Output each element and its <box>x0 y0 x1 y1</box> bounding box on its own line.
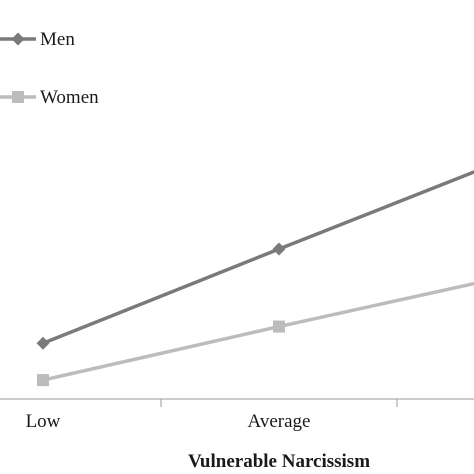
series-lines <box>36 170 474 387</box>
legend-item-men: Men <box>0 29 75 50</box>
series-line-men <box>42 170 474 345</box>
x-axis-tick-labels: LowAverageHigh <box>26 411 311 432</box>
x-axis-title: Vulnerable Narcissism <box>188 451 370 472</box>
legend-label-women: Women <box>40 87 99 108</box>
legend-marker-men <box>11 32 25 46</box>
legend-item-women: Women <box>0 87 99 108</box>
point-women-average <box>273 320 285 333</box>
point-women-low <box>37 374 49 387</box>
legend-label-men: Men <box>40 29 75 50</box>
series-line-women <box>42 281 474 382</box>
legend-marker-women <box>12 91 24 103</box>
point-men-average <box>272 242 286 256</box>
x-tick-label-low: Low <box>26 411 61 432</box>
point-men-low <box>36 336 50 350</box>
legend: Men Women <box>0 29 99 108</box>
x-axis-ticks <box>160 399 398 407</box>
x-tick-label-average: Average <box>248 411 311 432</box>
